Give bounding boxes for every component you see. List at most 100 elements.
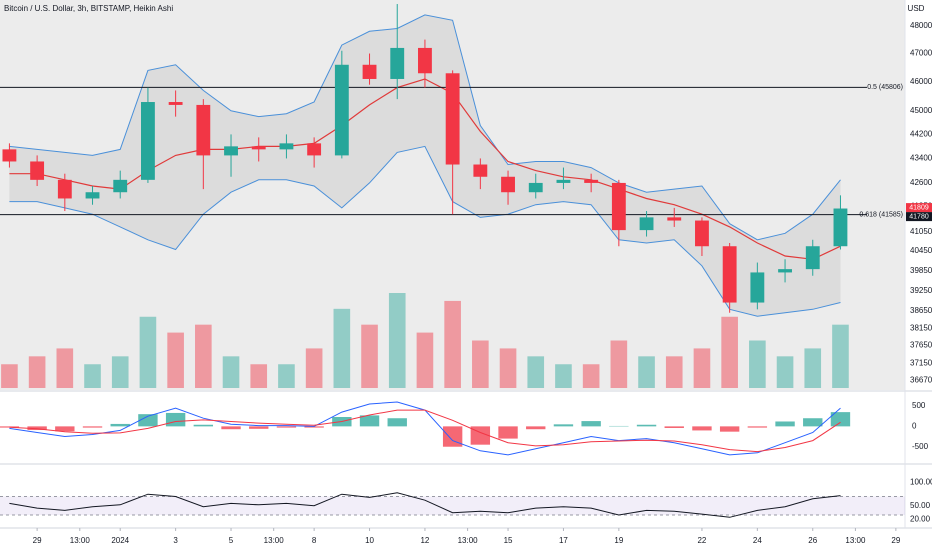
macd-histogram-bar [664, 426, 684, 428]
macd-histogram-bar [276, 426, 297, 428]
candle-body [695, 220, 709, 247]
macd-histogram-bar [165, 412, 186, 427]
x-tick-label: 19 [614, 536, 623, 545]
volume-bar [721, 316, 738, 388]
signal-line [9, 409, 841, 453]
y-tick-label: 38650 [910, 306, 932, 315]
volume-bar [139, 316, 157, 388]
candle-body [473, 164, 488, 177]
candle-body [168, 102, 183, 105]
y-tick-label: 500 [912, 401, 926, 410]
volume-bar [278, 364, 295, 388]
macd-histogram-bar [442, 426, 463, 447]
volume-bar [28, 356, 46, 388]
y-tick-label: -500 [912, 442, 929, 451]
macd-histogram-bar [775, 421, 795, 427]
x-tick-label: 5 [229, 536, 234, 545]
candle-body [445, 73, 460, 165]
volume-bar [250, 364, 268, 388]
macd-histogram-bar [553, 424, 574, 427]
x-tick-label: 24 [753, 536, 762, 545]
volume-bar [610, 340, 628, 388]
volume-bar [527, 356, 545, 388]
macd-histogram-bar [221, 426, 241, 430]
y-tick-label: 20.00 [910, 515, 931, 524]
x-tick-label: 26 [808, 536, 817, 545]
volume-bar [333, 308, 351, 388]
macd-histogram-bar [55, 426, 75, 432]
macd-histogram-bar [719, 426, 740, 432]
candle-body [113, 179, 128, 193]
volume-bar [56, 348, 74, 388]
candle-body [805, 246, 820, 270]
rsi-line [9, 492, 841, 518]
volume-bar [776, 356, 794, 388]
price-label: 41809 [909, 204, 929, 211]
macd-histogram-bar [304, 426, 324, 428]
y-tick-label: 0 [912, 421, 917, 430]
bollinger-upper [9, 14, 841, 241]
volume-bar [665, 356, 683, 388]
candle-body [2, 149, 17, 162]
y-tick-label: 40450 [910, 246, 932, 255]
y-tick-label: 46000 [910, 77, 932, 86]
macd-histogram-bar [27, 426, 47, 431]
y-tick-label: 41050 [910, 227, 932, 236]
x-tick-label: 13:00 [845, 536, 866, 545]
candle-body [584, 179, 599, 183]
macd-histogram-bar [249, 426, 269, 429]
volume-bar [555, 364, 572, 388]
candle-body [140, 102, 155, 180]
candle-body [778, 269, 792, 273]
volume-bar [804, 348, 822, 388]
volume-bar [84, 364, 101, 388]
candle-body [251, 146, 266, 150]
volume-bar [444, 300, 461, 388]
macd-histogram-bar [803, 418, 823, 427]
x-tick-label: 2024 [111, 536, 129, 545]
macd-histogram-bar [193, 424, 214, 427]
candle-body [307, 143, 322, 156]
macd-histogram-bar [526, 426, 546, 430]
volume-bar [167, 332, 184, 388]
price-label-box [906, 212, 932, 222]
volume-bar [388, 293, 406, 388]
currency-label: USD [908, 4, 925, 13]
candle-body [750, 272, 765, 303]
x-tick-label: 13:00 [264, 536, 285, 545]
volume-bar [416, 332, 434, 388]
macd-histogram-bar [830, 412, 851, 427]
level-label: 0.618 (41585) [859, 212, 903, 219]
plot: 4800047000460004500044200434004260041850… [0, 4, 932, 545]
y-tick-label: 47000 [910, 49, 932, 58]
macd-histogram-bar [636, 424, 657, 427]
candle-body [418, 47, 432, 74]
y-tick-label: 38150 [910, 323, 932, 332]
macd-histogram-bar [359, 415, 380, 427]
x-tick-label: 22 [697, 536, 706, 545]
y-tick-label: 39850 [910, 266, 932, 275]
y-tick-label: 48000 [910, 21, 932, 30]
y-tick-label: 45000 [910, 106, 932, 115]
volume-bar [499, 348, 517, 388]
macd-histogram-bar [692, 426, 712, 431]
volume-bar [832, 324, 849, 388]
volume-bar [195, 324, 212, 388]
y-tick-label: 37150 [910, 358, 932, 367]
candle-body [362, 64, 377, 79]
volume-bar [1, 364, 18, 388]
bollinger-fill [9, 14, 841, 317]
y-tick-label: 100.00 [910, 478, 932, 487]
volume-bar [693, 348, 711, 388]
candle-body [57, 179, 72, 199]
x-tick-label: 13:00 [458, 536, 479, 545]
chart-title: Bitcoin / U.S. Dollar, 3h, BITSTAMP, Hei… [4, 4, 173, 13]
volume-bar [361, 324, 378, 388]
macd-histogram-bar [470, 426, 491, 445]
macd-histogram-bar [82, 426, 103, 428]
candle-body [611, 182, 626, 231]
rsi-band [0, 496, 905, 515]
x-tick-label: 13:00 [70, 536, 91, 545]
